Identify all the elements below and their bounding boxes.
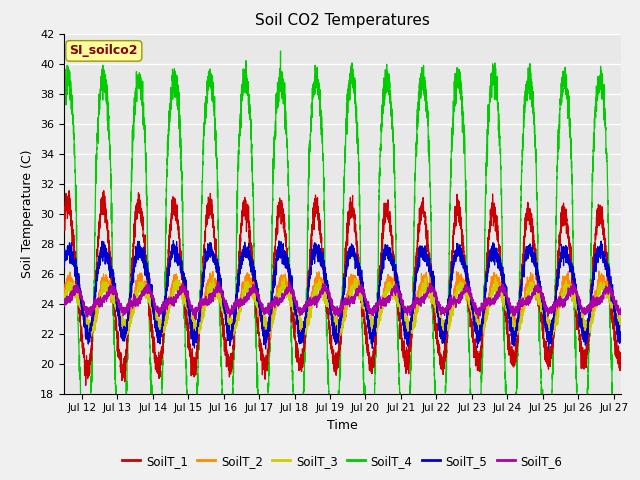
SoilT_3 xyxy=(394,299,402,305)
SoilT_5 xyxy=(170,238,177,243)
SoilT_2 xyxy=(394,292,402,298)
SoilT_4 xyxy=(276,48,284,54)
Line: SoilT_4: SoilT_4 xyxy=(64,51,621,480)
SoilT_3 xyxy=(518,313,526,319)
SoilT_6 xyxy=(214,279,221,285)
SoilT_2 xyxy=(161,316,169,322)
SoilT_3 xyxy=(123,332,131,338)
SoilT_5 xyxy=(60,252,68,257)
SoilT_2 xyxy=(273,288,280,294)
SoilT_6 xyxy=(273,301,281,307)
SoilT_6 xyxy=(476,309,483,314)
SoilT_5 xyxy=(545,346,552,352)
X-axis label: Time: Time xyxy=(327,419,358,432)
SoilT_4 xyxy=(394,342,402,348)
Y-axis label: Soil Temperature (C): Soil Temperature (C) xyxy=(22,149,35,278)
SoilT_3 xyxy=(422,288,430,294)
SoilT_3 xyxy=(617,324,625,330)
SoilT_1 xyxy=(394,306,402,312)
SoilT_6 xyxy=(60,296,68,301)
SoilT_2 xyxy=(335,338,342,344)
Legend: SoilT_1, SoilT_2, SoilT_3, SoilT_4, SoilT_5, SoilT_6: SoilT_1, SoilT_2, SoilT_3, SoilT_4, Soil… xyxy=(118,450,567,472)
SoilT_5 xyxy=(518,279,525,285)
SoilT_1 xyxy=(82,383,90,388)
SoilT_4 xyxy=(422,98,430,104)
SoilT_4 xyxy=(161,284,169,290)
SoilT_1 xyxy=(422,226,430,231)
SoilT_6 xyxy=(518,298,526,303)
SoilT_5 xyxy=(476,327,483,333)
SoilT_4 xyxy=(518,159,525,165)
SoilT_4 xyxy=(476,412,483,418)
SoilT_6 xyxy=(394,288,402,294)
Line: SoilT_3: SoilT_3 xyxy=(64,277,621,335)
SoilT_2 xyxy=(617,320,625,326)
SoilT_1 xyxy=(617,363,625,369)
SoilT_1 xyxy=(273,217,281,223)
SoilT_2 xyxy=(476,326,483,332)
SoilT_2 xyxy=(60,291,68,297)
SoilT_5 xyxy=(394,284,402,290)
SoilT_1 xyxy=(161,302,169,308)
Line: SoilT_5: SoilT_5 xyxy=(64,240,621,349)
SoilT_4 xyxy=(60,93,68,98)
SoilT_5 xyxy=(422,259,430,265)
SoilT_6 xyxy=(192,317,200,323)
Line: SoilT_2: SoilT_2 xyxy=(64,271,621,341)
SoilT_2 xyxy=(518,306,525,312)
SoilT_1 xyxy=(60,227,68,233)
SoilT_6 xyxy=(422,291,430,297)
SoilT_5 xyxy=(273,254,281,260)
SoilT_5 xyxy=(161,302,169,308)
SoilT_4 xyxy=(617,432,625,438)
SoilT_6 xyxy=(161,301,169,307)
SoilT_3 xyxy=(161,320,169,326)
SoilT_4 xyxy=(273,93,280,98)
SoilT_2 xyxy=(422,270,430,276)
SoilT_1 xyxy=(65,188,73,193)
SoilT_3 xyxy=(60,303,68,309)
Title: Soil CO2 Temperatures: Soil CO2 Temperatures xyxy=(255,13,430,28)
SoilT_6 xyxy=(617,305,625,311)
SoilT_5 xyxy=(617,329,625,335)
SoilT_1 xyxy=(476,357,483,362)
SoilT_3 xyxy=(476,324,483,329)
SoilT_2 xyxy=(595,268,603,274)
SoilT_1 xyxy=(518,273,526,278)
Line: SoilT_6: SoilT_6 xyxy=(64,282,621,320)
Line: SoilT_1: SoilT_1 xyxy=(64,191,621,385)
SoilT_3 xyxy=(273,300,281,305)
SoilT_3 xyxy=(209,274,217,280)
Text: SI_soilco2: SI_soilco2 xyxy=(70,44,138,58)
